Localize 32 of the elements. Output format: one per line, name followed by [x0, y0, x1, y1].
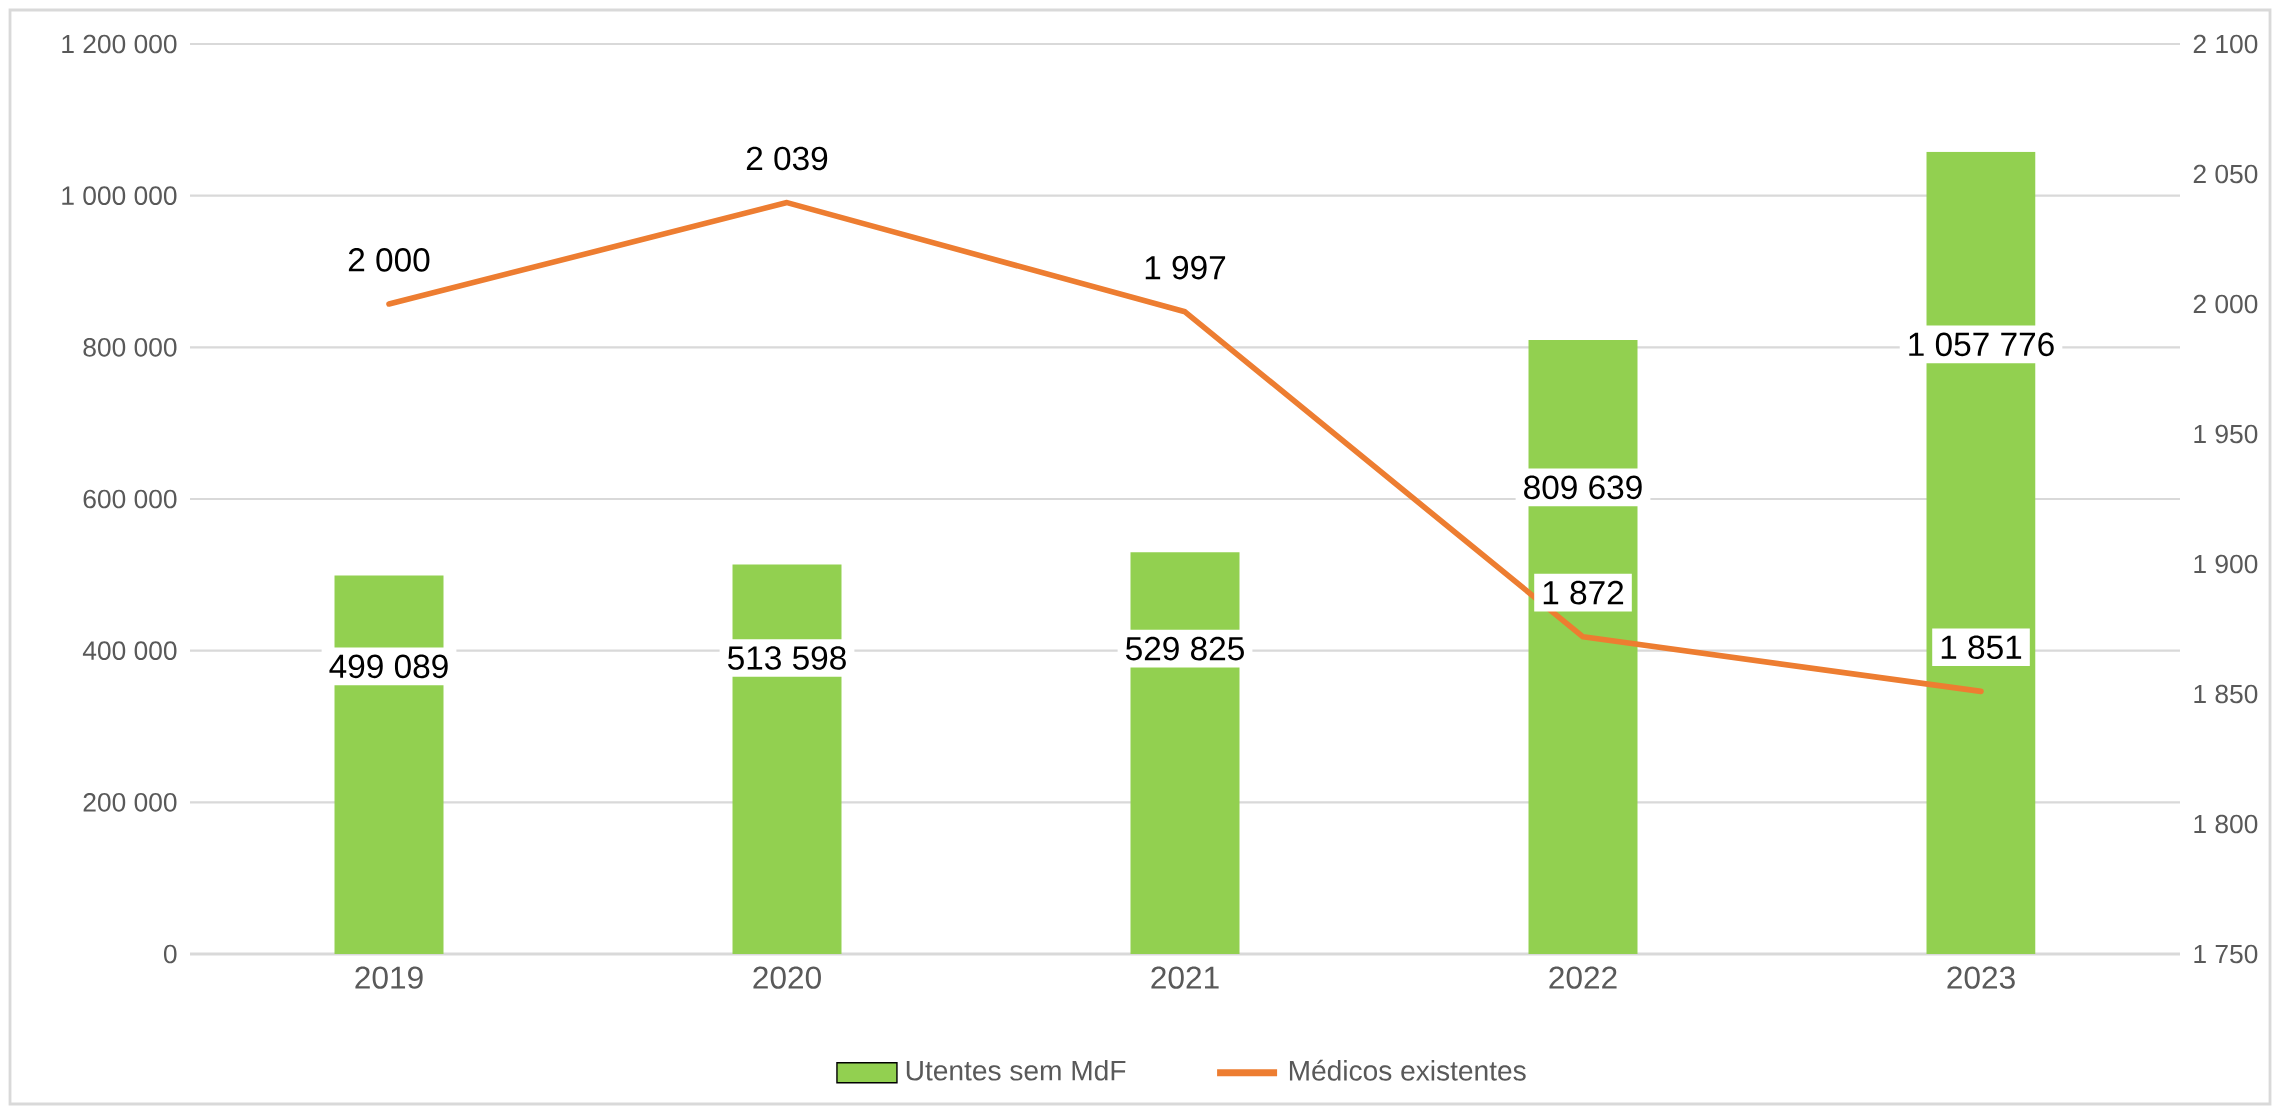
data-label: 499 089: [329, 654, 448, 679]
data-label: 529 825: [1125, 636, 1244, 661]
x-tick-label: 2023: [1947, 966, 2015, 989]
y2-tick-label: 2 050: [2193, 164, 2258, 184]
y2-tick-label: 1 850: [2194, 684, 2258, 704]
data-label: 2 000: [348, 248, 430, 272]
data-label: 1 997: [1145, 255, 1226, 280]
data-label: 1 851: [1941, 635, 2022, 660]
y2-tick-label: 1 950: [2194, 424, 2258, 444]
y-tick-label: 400 000: [82, 641, 177, 661]
y-tick-label: 1 200 000: [62, 34, 177, 54]
legend-label: Médicos existentes: [1289, 1059, 1526, 1081]
y-tick-label: 600 000: [83, 489, 177, 509]
data-label: 513 598: [727, 646, 846, 670]
y-tick-label: 0: [163, 944, 177, 964]
y2-tick-label: 1 900: [2194, 554, 2258, 574]
y2-tick-label: 2 100: [2193, 34, 2258, 54]
x-tick-label: 2019: [355, 966, 423, 989]
data-label: 1 872: [1543, 580, 1624, 605]
x-tick-label: 2021: [1151, 966, 1219, 989]
y-tick-label: 1 000 000: [62, 186, 177, 206]
data-label: 1 057 776: [1909, 332, 2054, 357]
y2-tick-label: 1 750: [2194, 944, 2258, 964]
x-tick-label: 2022: [1549, 966, 1617, 989]
legend-label: Utentes sem MdF: [906, 1059, 1126, 1081]
y2-tick-label: 2 000: [2193, 294, 2258, 314]
x-tick-label: 2020: [753, 966, 821, 989]
y-tick-label: 800 000: [83, 337, 177, 357]
y-tick-label: 200 000: [83, 792, 177, 812]
data-label: 2 039: [746, 146, 828, 171]
y2-tick-label: 1 800: [2194, 814, 2258, 834]
data-label: 809 639: [1524, 475, 1642, 500]
